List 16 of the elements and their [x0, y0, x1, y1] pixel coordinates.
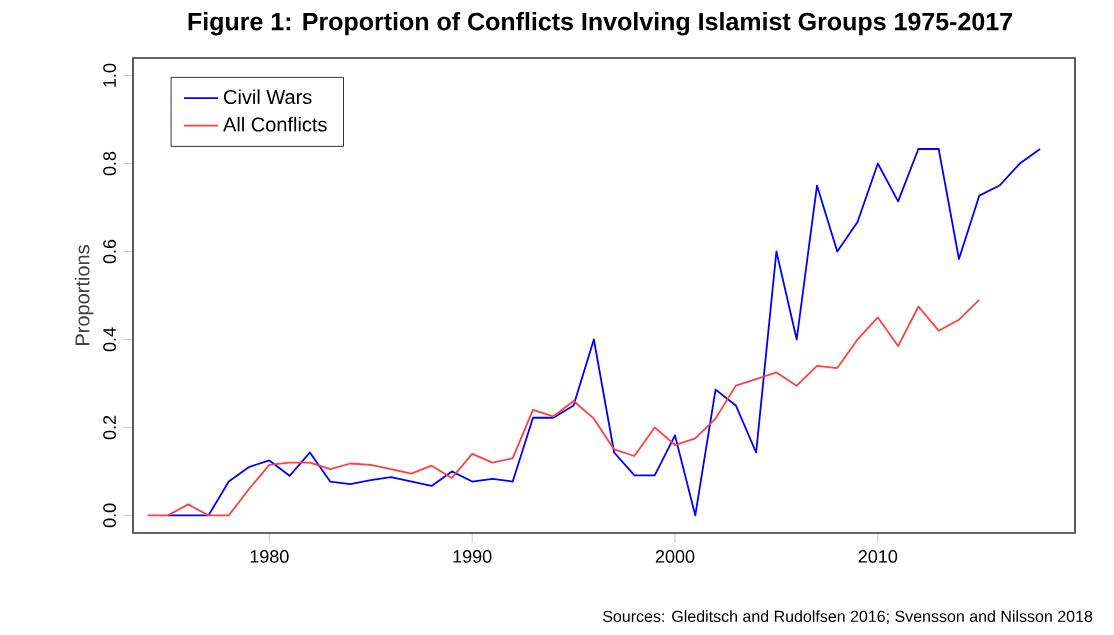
legend-label: All Conflicts — [223, 116, 327, 132]
y-tick-label: 0.8 — [103, 151, 116, 176]
y-tick-label: 0.0 — [103, 503, 116, 528]
legend-label: Civil Wars — [224, 89, 312, 105]
x-tick-label: 1990 — [453, 550, 492, 563]
y-tick-label: 1.0 — [103, 63, 116, 87]
chart-title: Figure 1: Proportion of Conflicts Involving Islamist Groups 1975-2017 — [188, 12, 1012, 36]
source-note: Sources: Gleditsch and Rudolfsen 2016; Svensson and Nilsson 2018 — [602, 610, 1093, 624]
y-tick-label: 0.6 — [103, 239, 116, 264]
line-series — [146, 298, 981, 517]
y-tick-label: 0.2 — [103, 415, 116, 440]
y-axis-title: Proportions — [74, 245, 94, 345]
y-tick-label: 0.4 — [103, 327, 116, 352]
x-tick-label: 2010 — [858, 550, 898, 563]
x-tick-label: 2000 — [655, 550, 695, 563]
x-tick-label: 1980 — [250, 550, 289, 563]
